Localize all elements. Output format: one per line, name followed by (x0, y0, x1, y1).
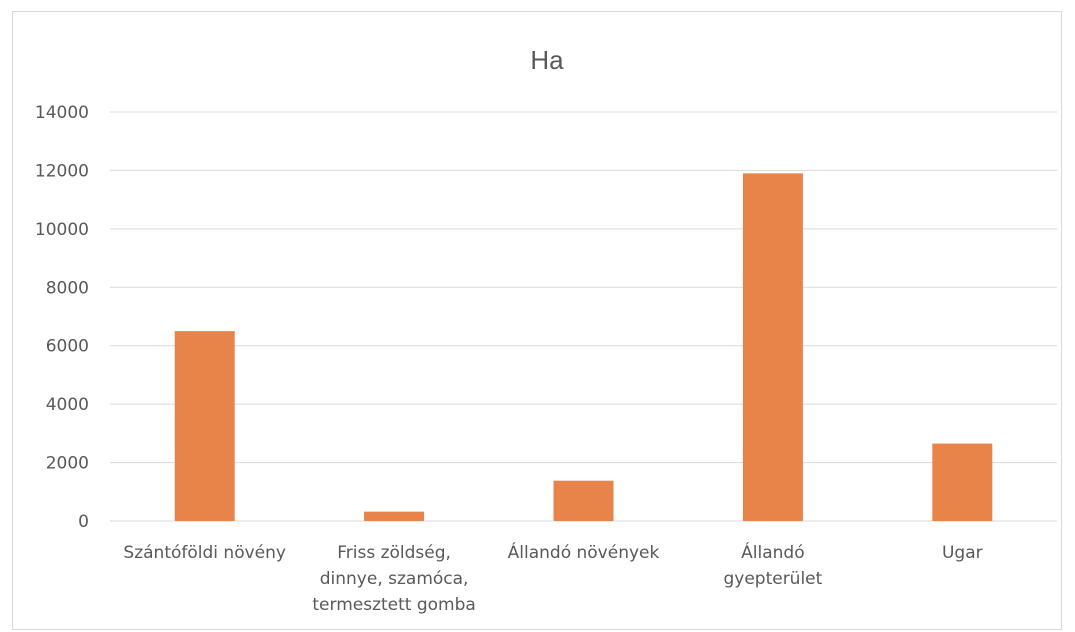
y-tick-label: 6000 (46, 337, 89, 357)
bar (932, 443, 993, 521)
x-axis-category-labels: Szántóföldi növény Friss zöldség, dinnye, … (123, 541, 982, 615)
gridlines (110, 111, 1057, 522)
y-tick-label: 10000 (35, 220, 89, 240)
y-tick-label: 2000 (46, 454, 89, 474)
bar (174, 331, 235, 521)
bar (364, 511, 425, 521)
bars (174, 173, 993, 521)
y-tick-label: 12000 (35, 161, 89, 181)
x-category-label: Szántóföldi növény (123, 543, 286, 563)
chart-title: Ha (530, 45, 564, 75)
x-category-label: Ugar (942, 543, 983, 563)
bar (553, 480, 614, 521)
y-tick-label: 4000 (46, 395, 89, 415)
x-category-label: Állandó növények (508, 541, 660, 563)
y-tick-label: 0 (78, 512, 89, 532)
y-tick-label: 8000 (46, 278, 89, 298)
x-category-label: Friss zöldség, dinnye, szamóca, termesztet… (312, 543, 475, 615)
y-tick-label: 14000 (35, 103, 89, 123)
y-axis-tick-labels: 0 2000 4000 6000 8000 10000 12000 14000 (35, 103, 89, 532)
bar (742, 173, 803, 521)
x-category-label: Állandó gyepterület (723, 541, 822, 589)
chart-frame (12, 11, 1062, 630)
